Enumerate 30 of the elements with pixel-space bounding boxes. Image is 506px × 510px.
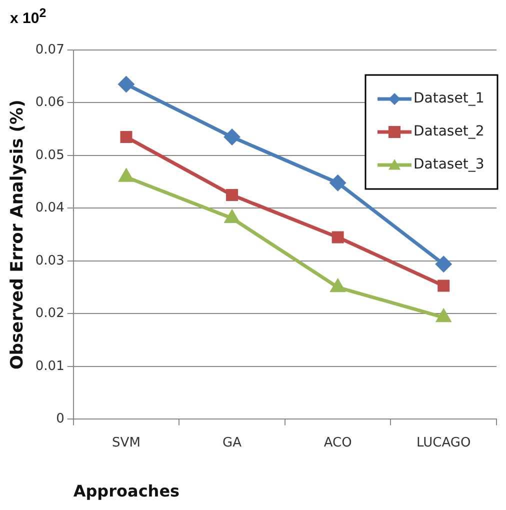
- point: [225, 210, 239, 223]
- y-tick-label: 0.04: [35, 200, 64, 216]
- y-tick-label: 0.01: [35, 358, 64, 374]
- y-tick-label: 0: [56, 412, 64, 427]
- y-tick-label: 0.03: [35, 253, 64, 268]
- legend-label: Dataset_3: [414, 156, 484, 173]
- x-tick-label: SVM: [112, 435, 140, 450]
- legend-label: Dataset_1: [414, 90, 484, 107]
- legend-label: Dataset_2: [414, 124, 484, 140]
- y-tick-label: 0.07: [35, 42, 64, 58]
- point: [226, 189, 238, 202]
- x-tick-label: GA: [222, 435, 242, 450]
- point: [436, 256, 452, 272]
- y-tick-label: 0.05: [35, 148, 64, 163]
- y-tick-label: 0.06: [35, 95, 64, 110]
- point: [438, 280, 450, 292]
- y-axis-title: Observed Error Analysis (%): [8, 100, 28, 370]
- x-tick-label: LUCAGO: [416, 435, 471, 450]
- point: [436, 310, 451, 322]
- point: [120, 131, 132, 144]
- point: [330, 175, 346, 191]
- point: [119, 169, 134, 182]
- x-tick-label: ACO: [324, 435, 352, 450]
- text: x 10$^{2}$: [10, 6, 46, 27]
- point: [330, 280, 345, 292]
- x-axis-title: Approaches: [73, 482, 180, 501]
- point: [332, 231, 344, 244]
- y-tick-label: 0.02: [35, 306, 64, 322]
- point: [118, 76, 134, 92]
- point: [224, 129, 240, 145]
